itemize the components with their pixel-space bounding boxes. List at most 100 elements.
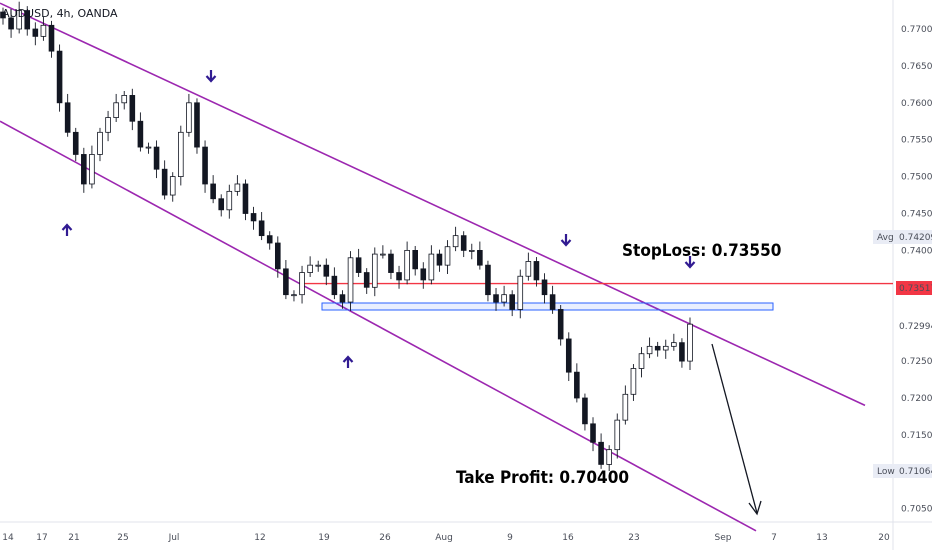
candle-down bbox=[161, 168, 168, 196]
support-zone bbox=[321, 302, 774, 311]
time-axis[interactable]: 14 17 21 25 Jul 12 19 26 Aug 9 16 23 Sep 7 13 20 bbox=[2, 533, 890, 543]
candle-down bbox=[436, 253, 443, 266]
candle-down bbox=[582, 397, 588, 425]
candle-up bbox=[501, 294, 507, 303]
candle-down bbox=[598, 441, 604, 465]
candle-up bbox=[89, 154, 95, 185]
candle-up bbox=[186, 102, 192, 133]
time-tick-label: 14 bbox=[2, 533, 14, 543]
candle-up bbox=[630, 368, 637, 395]
channel-lower-line bbox=[0, 120, 757, 532]
candle-down bbox=[323, 264, 330, 277]
candle-up bbox=[113, 102, 119, 118]
symbol-header[interactable]: AUDUSD, 4h, OANDA bbox=[2, 7, 118, 20]
time-tick-label: 13 bbox=[816, 533, 827, 543]
low-price-badge-label: Low bbox=[877, 467, 895, 477]
time-tick-label: 25 bbox=[117, 533, 128, 543]
annotation-arrows bbox=[61, 70, 762, 516]
candle-down bbox=[485, 264, 491, 296]
take-profit-label: Take Profit: 0.70400 bbox=[456, 468, 629, 488]
candle-down bbox=[274, 242, 281, 270]
candle-up bbox=[16, 10, 22, 30]
candle-up bbox=[687, 323, 693, 362]
candle-up bbox=[646, 345, 653, 355]
low-price-badge-bg bbox=[873, 464, 932, 478]
candle-up bbox=[105, 117, 111, 133]
target-arrow-head bbox=[748, 500, 762, 516]
low-price-badge-value: 0.71064 bbox=[899, 467, 932, 477]
candle-down bbox=[210, 183, 216, 200]
candle-up bbox=[371, 253, 378, 288]
candle-up bbox=[606, 449, 612, 465]
arrow-down-head bbox=[684, 261, 696, 269]
candle-down bbox=[242, 183, 249, 214]
time-tick-label: 26 bbox=[379, 533, 391, 543]
candle-down bbox=[0, 11, 6, 19]
candle-down bbox=[493, 294, 499, 303]
candle-down bbox=[679, 342, 685, 362]
time-tick-label: Sep bbox=[715, 533, 732, 543]
current-price-badge-bg bbox=[896, 281, 932, 295]
time-tick-label: 9 bbox=[507, 533, 513, 543]
header-sep: , bbox=[49, 7, 57, 20]
candle-down bbox=[48, 24, 55, 52]
candle-down bbox=[412, 249, 418, 270]
time-tick-label: Aug bbox=[435, 533, 453, 543]
candle-down bbox=[8, 17, 14, 30]
candle-down bbox=[258, 220, 265, 237]
candle-up bbox=[671, 342, 677, 347]
candle-up bbox=[145, 146, 152, 149]
candle-up bbox=[638, 353, 645, 369]
candle-up bbox=[404, 249, 410, 281]
candle-up bbox=[662, 345, 669, 351]
avg-price-badge-value: 0.74209 bbox=[899, 233, 932, 243]
candle-up bbox=[444, 246, 451, 266]
candle-up bbox=[525, 261, 532, 277]
candle-up bbox=[380, 253, 386, 256]
candle-down bbox=[81, 154, 87, 185]
candle-up bbox=[307, 264, 313, 273]
candle-down bbox=[194, 102, 200, 148]
time-tick-label: 19 bbox=[318, 533, 330, 543]
price-tick-label: 0.77000 bbox=[901, 25, 932, 35]
avg-price-badge-label: Avg bbox=[877, 233, 894, 243]
interval: 4h bbox=[56, 7, 71, 20]
candle-up bbox=[299, 272, 305, 296]
broker: OANDA bbox=[77, 7, 118, 20]
candle-down bbox=[137, 120, 144, 148]
candle-up bbox=[121, 95, 128, 104]
candle-down bbox=[533, 261, 540, 281]
candle-down bbox=[32, 28, 39, 37]
candle-down bbox=[396, 272, 402, 281]
candle-down bbox=[283, 268, 289, 296]
candle-down bbox=[557, 309, 564, 340]
time-tick-label: Jul bbox=[168, 533, 180, 543]
price-axis[interactable]: 0.705000.710000.715000.720000.725000.730… bbox=[873, 25, 932, 515]
stoploss-label: StopLoss: 0.73550 bbox=[622, 241, 781, 261]
time-tick-label: 16 bbox=[562, 533, 574, 543]
candle-down bbox=[129, 95, 136, 122]
candle-down bbox=[339, 294, 346, 303]
candle-up bbox=[169, 176, 176, 196]
candle-up bbox=[315, 264, 322, 267]
candle-down bbox=[420, 268, 427, 281]
arrow-up-head bbox=[61, 223, 73, 231]
channel-upper-line bbox=[0, 2, 866, 407]
candle-down bbox=[202, 146, 208, 185]
candle-down bbox=[549, 294, 556, 310]
candle-down bbox=[331, 275, 338, 296]
candle-down bbox=[363, 272, 370, 288]
candle-up bbox=[226, 190, 233, 211]
arrow-down-head bbox=[205, 75, 217, 83]
candle-down bbox=[64, 102, 71, 133]
drawing-layer bbox=[0, 2, 893, 532]
candle-down bbox=[218, 198, 225, 211]
avg-price-badge-bg bbox=[873, 230, 932, 244]
candle-up bbox=[517, 275, 524, 310]
